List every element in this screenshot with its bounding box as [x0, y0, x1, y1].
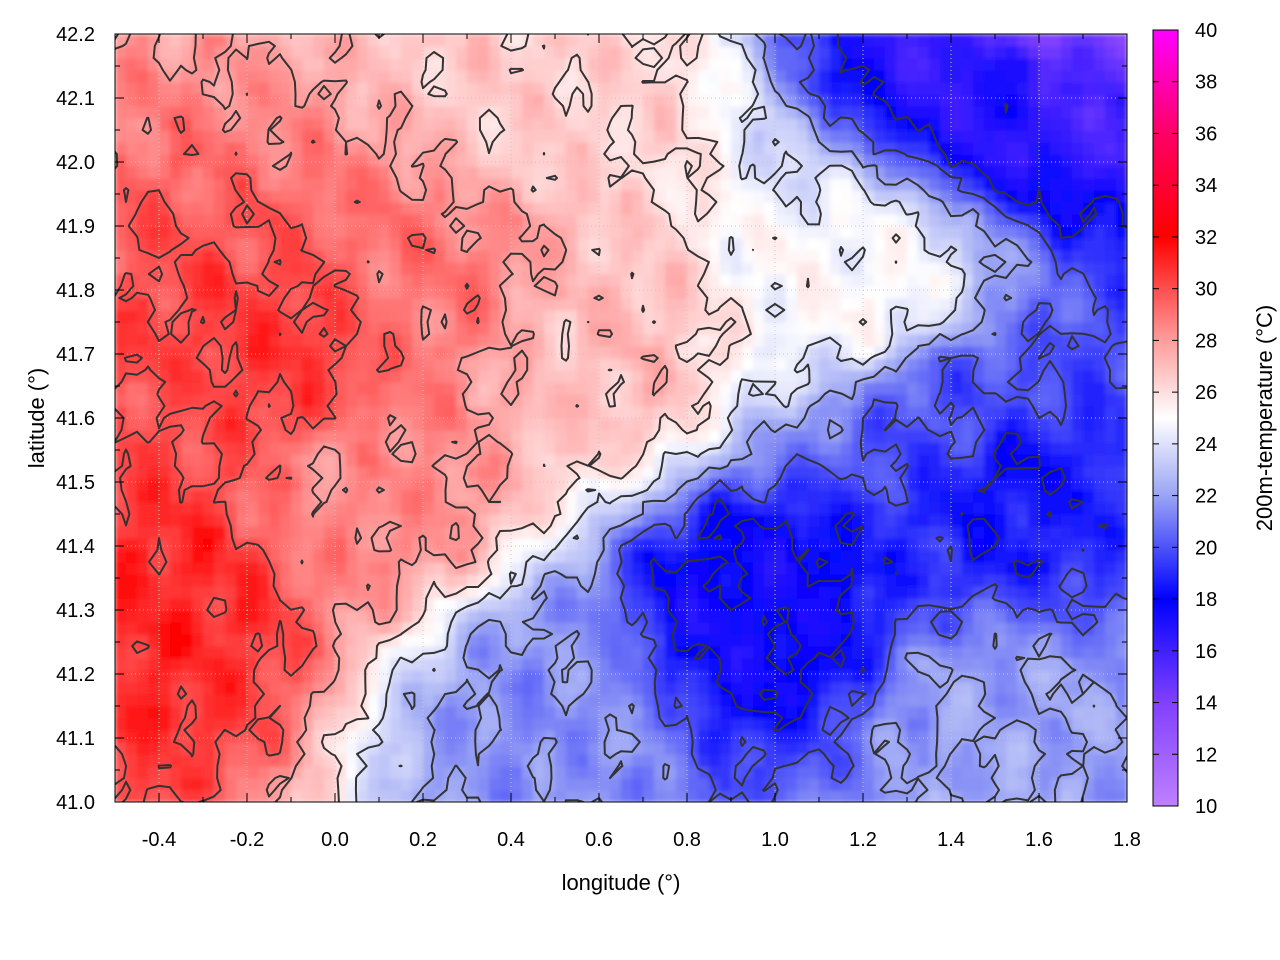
colorbar-tick-label: 38 [1195, 72, 1217, 94]
x-axis-ticks: -0.4 -0.2 0.0 0.2 0.4 0.6 0.8 1.0 1.2 1.4 1.6 1.8 [114, 34, 1141, 851]
colorbar-tick-label: 26 [1195, 382, 1217, 404]
y-tick-label: 41.1 [56, 728, 95, 750]
colorbar-tick-label: 12 [1195, 744, 1217, 766]
x-tick-label: 0.2 [409, 829, 437, 851]
contour-24 [354, 34, 966, 802]
colorbar-tick-label: 10 [1195, 796, 1217, 818]
colorbar-tick-label: 32 [1195, 227, 1217, 249]
x-tick-label: -0.4 [142, 829, 176, 851]
y-axis-ticks: 41.0 41.1 41.2 41.3 41.4 41.5 41.6 41.7 41.8 41.9… [56, 24, 1127, 814]
colorbar-tick-label: 28 [1195, 330, 1217, 352]
x-axis-label: longitude (°) [562, 870, 681, 895]
colorbar-tick-label: 34 [1195, 175, 1217, 197]
x-tick-label: 0.8 [673, 829, 701, 851]
x-tick-label: 1.6 [1025, 829, 1053, 851]
x-tick-label: 0.6 [585, 829, 613, 851]
y-tick-label: 42.2 [56, 24, 95, 46]
colorbar-tick-label: 30 [1195, 279, 1217, 301]
colorbar-tick-label: 24 [1195, 434, 1217, 456]
x-tick-label: 1.2 [849, 829, 877, 851]
contour-26 [320, 34, 901, 802]
colorbar-label: 200m-temperature (°C) [1252, 305, 1277, 531]
y-tick-label: 42.1 [56, 88, 95, 110]
contour-30 [115, 115, 481, 802]
temperature-heatmap [115, 34, 1127, 802]
y-tick-label: 42.0 [56, 152, 95, 174]
x-tick-label: -0.2 [230, 829, 264, 851]
x-tick-label: 0.0 [321, 829, 349, 851]
colorbar-tick-label: 20 [1195, 537, 1217, 559]
colorbar-tick-label: 22 [1195, 486, 1217, 508]
x-tick-label: 1.8 [1113, 829, 1141, 851]
colorbar-tick-label: 18 [1195, 589, 1217, 611]
y-tick-label: 41.3 [56, 600, 95, 622]
y-tick-label: 41.6 [56, 408, 95, 430]
y-tick-label: 41.2 [56, 664, 95, 686]
colorbar-tick-label: 36 [1195, 123, 1217, 145]
y-axis-label: latitude (°) [24, 368, 49, 469]
colorbar [1152, 29, 1179, 807]
y-tick-label: 41.5 [56, 472, 95, 494]
y-tick-label: 41.4 [56, 536, 95, 558]
x-tick-label: 1.0 [761, 829, 789, 851]
y-tick-label: 41.8 [56, 280, 95, 302]
contour-18 [649, 34, 1127, 732]
y-tick-label: 41.0 [56, 792, 95, 814]
colorbar-ticks: 10 12 14 16 18 20 22 24 26 28 30 32 34 36 38 40 [1153, 20, 1217, 818]
y-tick-label: 41.9 [56, 216, 95, 238]
y-tick-label: 41.7 [56, 344, 95, 366]
colorbar-tick-label: 14 [1195, 693, 1217, 715]
colorbar-tick-label: 16 [1195, 641, 1217, 663]
colorbar-tick-label: 40 [1195, 20, 1217, 42]
contour-28 [115, 34, 669, 802]
x-tick-label: 1.4 [937, 829, 965, 851]
x-tick-label: 0.4 [497, 829, 525, 851]
